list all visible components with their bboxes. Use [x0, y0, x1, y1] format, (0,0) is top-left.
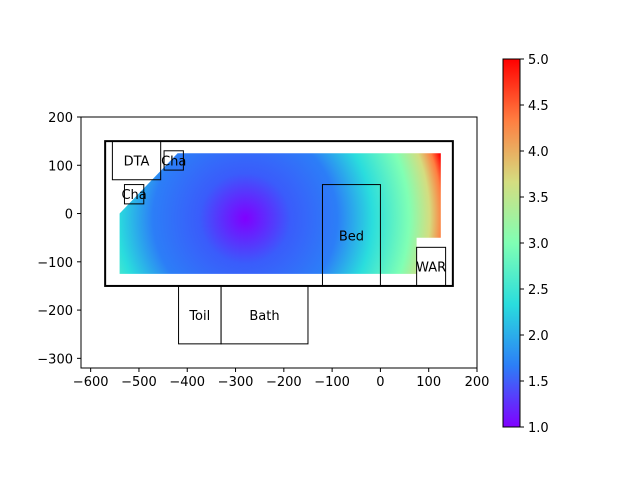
y-tick-label-2: −100 [37, 256, 73, 271]
y-tick-label-5: 200 [48, 111, 73, 126]
colorbar-tick-label-3: 2.5 [528, 283, 549, 298]
room-label-1: Cha [161, 154, 186, 169]
colorbar-tick-label-4: 3.0 [528, 237, 549, 252]
y-tick-label-3: 0 [65, 208, 73, 223]
room-label-2: Cha [121, 188, 146, 203]
x-tick-label-7: 100 [416, 375, 441, 390]
x-tick-label-0: −600 [73, 375, 109, 390]
x-tick-label-3: −300 [218, 375, 254, 390]
room-label-5: Toil [188, 309, 210, 324]
colorbar-tick-label-8: 5.0 [528, 53, 549, 68]
colorbar-tick-label-7: 4.5 [528, 99, 549, 114]
x-tick-label-6: 0 [376, 375, 384, 390]
y-tick-label-0: −300 [37, 352, 73, 367]
colorbar: 1.0 1.5 2.0 2.5 3.0 3.5 4.0 4.5 5.0 [503, 53, 549, 436]
colorbar-tick-label-0: 1.0 [528, 421, 549, 436]
x-tick-label-1: −500 [121, 375, 157, 390]
x-tick-label-8: 200 [465, 375, 490, 390]
colorbar-tick-label-5: 3.5 [528, 191, 549, 206]
heat-layer [120, 153, 441, 274]
colorbar-scale [503, 59, 520, 427]
colorbar-tick-label-1: 1.5 [528, 375, 549, 390]
room-label-0: DTA [124, 154, 150, 169]
room-label-4: WAR [416, 261, 446, 276]
x-tick-label-2: −400 [169, 375, 205, 390]
x-tick-label-5: −100 [314, 375, 350, 390]
x-tick-label-4: −200 [266, 375, 302, 390]
colorbar-tick-label-6: 4.0 [528, 145, 549, 160]
colorbar-tick-label-2: 2.0 [528, 329, 549, 344]
y-tick-label-1: −200 [37, 304, 73, 319]
room-label-3: Bed [339, 229, 364, 244]
y-tick-label-4: 100 [48, 159, 73, 174]
heat-region [120, 153, 441, 274]
room-label-6: Bath [249, 309, 279, 324]
